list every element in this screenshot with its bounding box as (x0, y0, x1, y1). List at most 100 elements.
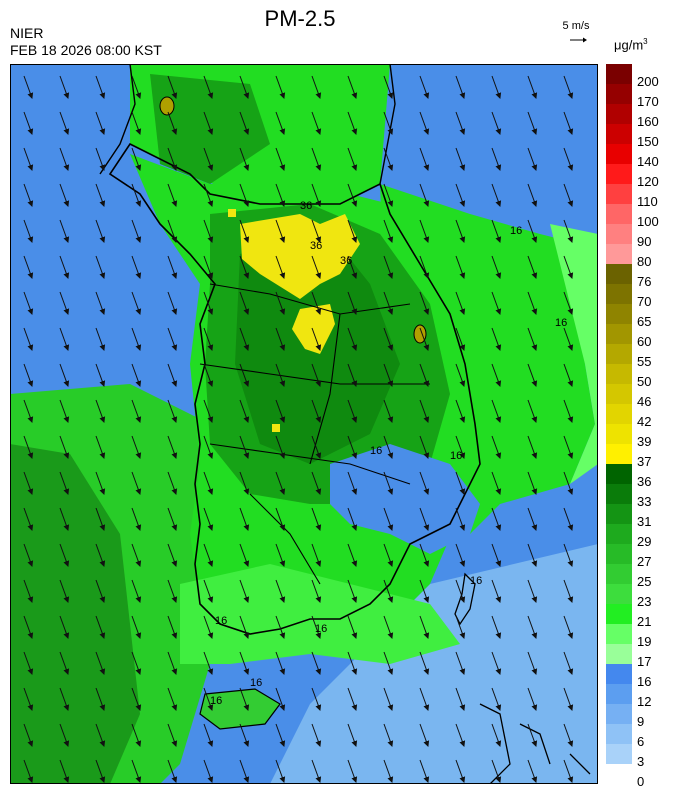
wind-arrow-icon (347, 291, 358, 315)
wind-arrow-icon (311, 363, 322, 387)
wind-arrow-icon (167, 75, 178, 99)
wind-arrow-icon (383, 543, 394, 567)
wind-arrow-icon (23, 687, 34, 711)
wind-arrow-icon (59, 327, 70, 351)
color-scale-tick: 37 (637, 454, 652, 469)
wind-arrow-icon (59, 759, 70, 783)
wind-arrow-icon (23, 255, 34, 279)
color-scale-swatch (606, 204, 632, 225)
wind-arrow-icon (455, 363, 466, 387)
wind-arrow-icon (131, 111, 142, 135)
wind-arrow-icon (95, 75, 106, 99)
contour-label: 16 (555, 317, 567, 329)
wind-arrow-icon (167, 399, 178, 423)
wind-arrow-icon (419, 255, 430, 279)
wind-arrow-icon (275, 363, 286, 387)
wind-arrow-icon (527, 75, 538, 99)
hotspot-small-1 (228, 209, 236, 217)
wind-arrow-icon (275, 615, 286, 639)
wind-arrow-icon (23, 111, 34, 135)
wind-arrow-icon (563, 327, 574, 351)
wind-arrow-icon (131, 615, 142, 639)
color-scale-swatch (606, 144, 632, 165)
wind-arrow-icon (23, 579, 34, 603)
wind-arrow-icon (95, 291, 106, 315)
wind-arrow-icon (167, 111, 178, 135)
wind-arrow-icon (23, 507, 34, 531)
wind-arrow-icon (311, 651, 322, 675)
unit-base: μg/m (614, 37, 644, 53)
wind-arrow-icon (311, 687, 322, 711)
wind-arrow-icon (311, 255, 322, 279)
color-scale-swatch (606, 484, 632, 505)
color-scale-tick: 150 (637, 134, 659, 149)
wind-arrow-icon (311, 759, 322, 783)
wind-arrow-icon (491, 435, 502, 459)
color-scale-tick: 29 (637, 534, 652, 549)
wind-arrow-icon (203, 255, 214, 279)
west-sea-dark-plume (10, 444, 140, 784)
wind-arrow-icon (239, 111, 250, 135)
hotspot-north (240, 214, 360, 299)
wind-arrow-icon (239, 615, 250, 639)
organization-label: NIER (10, 25, 44, 41)
wind-arrow-icon (311, 147, 322, 171)
color-scale-swatch (606, 224, 632, 245)
wind-arrow-icon (383, 687, 394, 711)
color-scale-tick: 140 (637, 154, 659, 169)
wind-arrow-icon (527, 759, 538, 783)
wind-arrow-icon (23, 399, 34, 423)
map-frame (10, 64, 598, 784)
wind-arrow-icon (527, 147, 538, 171)
wind-arrow-icon (419, 75, 430, 99)
unit-label: μg/m3 (614, 37, 648, 52)
wind-arrow-icon (167, 507, 178, 531)
color-scale-tick: 12 (637, 694, 652, 709)
wind-arrow-icon (455, 687, 466, 711)
wind-arrow-icon (527, 543, 538, 567)
wind-arrow-icon (95, 615, 106, 639)
color-scale-swatch (606, 264, 632, 285)
wind-arrow-icon (383, 471, 394, 495)
wind-arrow-icon (167, 723, 178, 747)
wind-arrow-icon (23, 291, 34, 315)
wind-arrow-icon (491, 579, 502, 603)
wind-arrow-icon (59, 651, 70, 675)
wind-arrow-icon (347, 399, 358, 423)
wind-arrow-icon (203, 651, 214, 675)
wind-arrow-icon (275, 507, 286, 531)
wind-arrow-icon (95, 543, 106, 567)
wind-arrow-icon (239, 651, 250, 675)
wind-arrow-icon (347, 255, 358, 279)
wind-arrow-icon (419, 579, 430, 603)
wind-arrow-icon (527, 255, 538, 279)
color-scale-tick: 19 (637, 634, 652, 649)
wind-arrow-icon (59, 399, 70, 423)
province-boundaries (199, 283, 430, 585)
wind-arrow-icon (527, 651, 538, 675)
color-scale-tick: 36 (637, 474, 652, 489)
contour-label: 16 (450, 450, 462, 462)
map-title: PM-2.5 (264, 6, 336, 31)
wind-arrow-icon (419, 471, 430, 495)
wind-arrow-icon (131, 651, 142, 675)
wind-arrow-icon (563, 219, 574, 243)
wind-arrow-icon (455, 219, 466, 243)
wind-arrow-icon (203, 147, 214, 171)
color-scale-tick: 3 (637, 754, 645, 769)
color-scale-swatch (606, 364, 632, 385)
wind-arrow-icon (491, 291, 502, 315)
wind-arrow-icon (491, 183, 502, 207)
wind-arrow-icon (455, 543, 466, 567)
wind-arrow-icon (563, 471, 574, 495)
wind-reference-arrow-icon (570, 37, 587, 43)
wind-arrow-icon (203, 327, 214, 351)
wind-arrow-icon (59, 543, 70, 567)
hotspot-north-olive (159, 96, 175, 116)
wind-arrow-icon (275, 651, 286, 675)
wind-arrow-icon (59, 435, 70, 459)
wind-arrow-icon (311, 111, 322, 135)
wind-arrow-icon (23, 327, 34, 351)
wind-arrow-icon (347, 723, 358, 747)
color-scale-tick: 65 (637, 314, 652, 329)
